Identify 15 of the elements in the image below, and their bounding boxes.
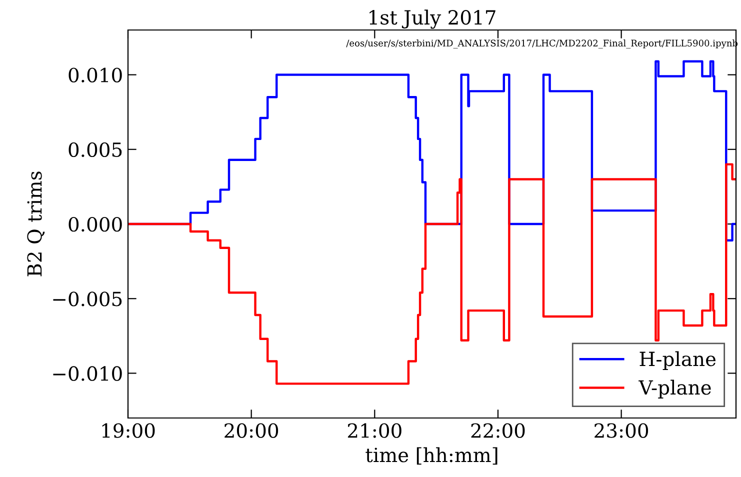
legend-label: V-plane <box>638 380 711 399</box>
legend-label: H-plane <box>640 351 716 370</box>
chart-title: 1st July 2017 <box>370 10 496 29</box>
x-tick-label: 21:00 <box>348 423 402 438</box>
y-tick-label: −0.005 <box>53 292 122 306</box>
x-tick-label: 20:00 <box>224 423 278 438</box>
x-tick-label: 19:00 <box>102 423 155 438</box>
y-tick-label: 0.000 <box>68 216 122 232</box>
y-axis-title: B2 Q trims <box>27 172 45 276</box>
x-tick-label: 23:00 <box>594 423 648 438</box>
x-tick-label: 22:00 <box>471 423 525 438</box>
x-axis-title: time [hh:mm] <box>366 447 498 465</box>
y-tick-label: 0.005 <box>68 142 122 158</box>
y-tick-label: −0.010 <box>53 366 122 381</box>
y-tick-label: 0.010 <box>68 68 122 82</box>
